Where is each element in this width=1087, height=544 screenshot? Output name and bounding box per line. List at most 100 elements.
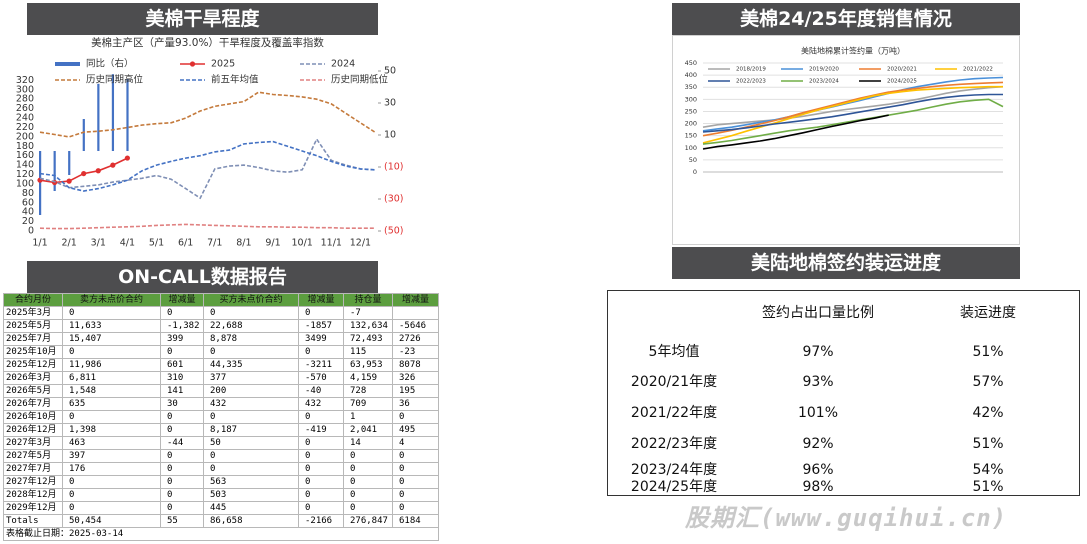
- table-cell: 115: [343, 345, 393, 359]
- table-cell: 3499: [298, 332, 344, 346]
- watermark: 股期汇(www.guqihui.cn): [685, 504, 1008, 532]
- table-cell: 0: [62, 475, 161, 489]
- legend-label: 2018/2019: [736, 67, 766, 73]
- table-cell: 176: [62, 462, 161, 476]
- y-tick-label: 260: [16, 103, 34, 114]
- series-line: [702, 76, 1004, 132]
- table-cell: 0: [62, 306, 161, 320]
- column-header: 增减量: [160, 293, 204, 307]
- y-tick-label: 250: [685, 107, 697, 115]
- table-cell: 495: [392, 423, 439, 437]
- section-header: 美棉24/25年度销售情况: [672, 3, 1020, 35]
- table-cell: 2026年10月: [3, 410, 63, 424]
- legend-label: 2019/2020: [809, 67, 839, 73]
- table-cell: 0: [343, 462, 393, 476]
- table-cell: 0: [298, 436, 344, 450]
- table-row: 2029年12月 0 0 445 0 0 0: [3, 501, 439, 515]
- table-cell: 4: [392, 436, 439, 450]
- table-cell: 432: [203, 397, 299, 411]
- x-tick-label: 12/1: [350, 238, 371, 249]
- column-header: 持仓量: [343, 293, 393, 307]
- legend-label: 历史同期高位: [86, 74, 144, 86]
- column-header: 增减量: [298, 293, 344, 307]
- table-cell: 326: [392, 371, 439, 385]
- row-label: 2023/24年度: [631, 462, 717, 478]
- column-header: 卖方未点价合约: [62, 293, 161, 307]
- row-label: 2020/21年度: [631, 374, 717, 390]
- table-cell: 0: [203, 306, 299, 320]
- table-cell: 2029年12月: [3, 501, 63, 515]
- row-label: 2021/22年度: [631, 405, 717, 421]
- table-cell: 42%: [972, 405, 1003, 421]
- legend-label: 2025: [211, 59, 235, 70]
- point: [110, 162, 116, 168]
- table-cell: 22,688: [203, 319, 299, 333]
- table-cell: 728: [343, 384, 393, 398]
- header-row: 合约月份 卖方未点价合约 增减量 买方未点价合约 增减量 持仓量 增减量: [3, 293, 439, 307]
- y-tick-label: 0: [693, 168, 697, 176]
- table-cell: -1857: [298, 319, 344, 333]
- table-cell: 51%: [972, 436, 1003, 452]
- series-line: [39, 137, 376, 200]
- table-cell: 55: [160, 514, 204, 528]
- table-cell: 2026年5月: [3, 384, 63, 398]
- x-tick-label: 8/1: [236, 238, 251, 249]
- bar: [68, 151, 71, 175]
- table-row: 2026年3月 6,811 310 377 -570 4,159 326: [3, 371, 439, 385]
- row-label: 2024/25年度: [631, 479, 717, 495]
- table-row: 2027年5月 397 0 0 0 0 0: [3, 449, 439, 463]
- bar: [82, 119, 85, 151]
- table-cell: 0: [298, 501, 344, 515]
- table-cell: 2027年3月: [3, 436, 63, 450]
- table-row: 2027年7月 176 0 0 0 0 0: [3, 462, 439, 476]
- table-cell: 2,041: [343, 423, 393, 437]
- table-cell: -40: [298, 384, 344, 398]
- table-cell: 0: [298, 449, 344, 463]
- chart-title: 美陆地棉累计签约量（万吨）: [801, 46, 905, 56]
- table-cell: 8,187: [203, 423, 299, 437]
- bar: [126, 79, 129, 151]
- series-line: [39, 140, 376, 192]
- x-tick-label: 6/1: [178, 238, 193, 249]
- table-cell: 2025年10月: [3, 345, 63, 359]
- y-tick-label: 60: [22, 197, 34, 208]
- table-cell: 86,658: [203, 514, 299, 528]
- table-cell: 601: [160, 358, 204, 372]
- table-cell: Totals: [3, 514, 63, 528]
- table-cell: 0: [298, 462, 344, 476]
- table-cell: 2025年12月: [3, 358, 63, 372]
- y-tick-label: 350: [685, 83, 697, 91]
- table-row: 2026年7月 635 30 432 432 709 36: [3, 397, 439, 411]
- table-cell: -419: [298, 423, 344, 437]
- y-tick-label: 280: [16, 94, 34, 105]
- table-cell: -5646: [392, 319, 439, 333]
- y-tick-label: 300: [685, 95, 697, 103]
- x-tick-label: 7/1: [207, 238, 222, 249]
- table-cell: 0: [160, 410, 204, 424]
- y-tick-label: 400: [685, 71, 697, 79]
- column-header: 买方未点价合约: [203, 293, 299, 307]
- table-cell: -3211: [298, 358, 344, 372]
- table-cell: 92%: [802, 436, 833, 452]
- table-cell: 51%: [972, 344, 1003, 360]
- table-cell: 0: [203, 410, 299, 424]
- table-cell: 377: [203, 371, 299, 385]
- table-cell: 2026年7月: [3, 397, 63, 411]
- table-cell: 0: [392, 410, 439, 424]
- table-cell: 54%: [972, 462, 1003, 478]
- row-label: 2022/23年度: [631, 436, 717, 452]
- x-tick-label: 3/1: [91, 238, 106, 249]
- table-cell: 132,634: [343, 319, 393, 333]
- legend-label: 2024/2025: [887, 79, 917, 85]
- legend-marker: [189, 61, 196, 67]
- table-cell: 0: [392, 488, 439, 502]
- table-cell: 11,633: [62, 319, 161, 333]
- table-cell: 399: [160, 332, 204, 346]
- bar: [97, 83, 100, 151]
- series-line: [702, 114, 889, 150]
- y2-tick-label: (10): [384, 162, 404, 173]
- point: [66, 178, 72, 184]
- table-cell: 72,493: [343, 332, 393, 346]
- table-cell: -23: [392, 345, 439, 359]
- table-cell: 36: [392, 397, 439, 411]
